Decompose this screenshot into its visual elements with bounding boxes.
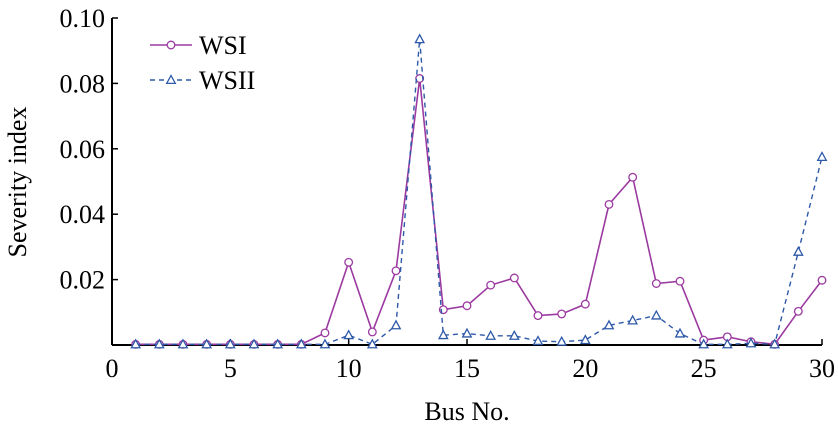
y-axis-title: Severity index <box>3 107 32 258</box>
series-wsii-point <box>130 338 142 349</box>
series-wsii-point <box>319 338 331 349</box>
series-wsi-point <box>486 280 496 290</box>
series-wsii-point <box>792 245 804 256</box>
series-wsii-point <box>153 338 165 349</box>
series-wsii-point <box>414 33 426 44</box>
series-wsii-point <box>366 338 378 349</box>
series-wsii-point <box>177 338 189 349</box>
series-wsii-point <box>508 329 520 340</box>
series-wsi-point <box>391 266 401 276</box>
x-tick-label: 20 <box>572 354 598 383</box>
legend: WSI WSII <box>150 31 255 95</box>
series-wsi-point <box>651 279 661 288</box>
x-tick-label: 30 <box>809 354 835 383</box>
series-wsii-point <box>532 335 544 346</box>
series-wsii-point <box>745 337 757 348</box>
ticks <box>111 17 823 345</box>
y-tick-label: 0.02 <box>60 266 106 295</box>
series-layer <box>130 33 828 349</box>
series-wsii-point <box>816 151 828 161</box>
series-wsi-point <box>462 301 472 311</box>
legend-label-wsii: WSII <box>199 66 255 95</box>
x-tick-label: 10 <box>336 354 362 383</box>
series-wsii-point <box>343 329 355 340</box>
series-wsii-point <box>224 338 236 349</box>
series-wsi <box>131 74 827 349</box>
series-wsii-point <box>603 319 615 330</box>
series-wsi-point <box>793 306 803 316</box>
y-tick-label: 0.08 <box>60 69 106 98</box>
series-wsii-point <box>248 338 260 349</box>
series-wsii-point <box>698 338 710 349</box>
y-tick-label: 0.06 <box>60 135 106 164</box>
y-tick-label: 0.04 <box>60 200 106 229</box>
x-tick-label: 0 <box>106 354 119 383</box>
series-wsii <box>130 33 828 349</box>
series-wsi-point <box>509 273 519 283</box>
x-tick-label: 5 <box>224 354 237 383</box>
y-tick-label: 0.10 <box>60 4 106 33</box>
series-wsi-point <box>557 309 567 319</box>
series-wsii-point <box>556 335 568 346</box>
series-wsii-point <box>485 329 497 340</box>
series-wsii-point <box>579 334 591 345</box>
series-wsii-point <box>461 327 473 338</box>
tick-labels: 0 5 10 15 20 25 30 0.02 0.04 0.06 0.08 0.10 <box>60 4 836 383</box>
series-wsii-point <box>769 338 781 349</box>
legend-label-wsi: WSI <box>199 31 247 60</box>
series-wsi-point <box>675 276 685 286</box>
series-wsi-point <box>604 199 614 209</box>
legend-wsii-marker <box>165 74 177 85</box>
legend-wsi-marker <box>166 40 176 50</box>
x-tick-label: 25 <box>691 354 717 383</box>
series-wsii-point <box>674 327 686 338</box>
series-wsi-line <box>135 78 823 346</box>
series-wsii-point <box>437 329 449 340</box>
series-wsi-point <box>628 172 638 182</box>
series-wsii-point <box>627 314 639 325</box>
series-wsii-point <box>390 319 402 330</box>
series-wsi-point <box>533 311 543 321</box>
series-wsii-point <box>201 338 213 349</box>
series-wsi-point <box>817 275 827 285</box>
x-axis-title: Bus No. <box>424 397 509 426</box>
series-wsii-point <box>295 338 307 349</box>
series-wsii-point <box>650 309 662 320</box>
series-wsi-point <box>367 327 377 337</box>
series-wsii-point <box>721 338 733 349</box>
series-wsi-point <box>580 299 590 309</box>
x-tick-label: 15 <box>454 354 480 383</box>
series-wsi-point <box>344 257 354 267</box>
series-wsii-point <box>272 338 284 349</box>
series-wsi-point <box>320 328 330 338</box>
